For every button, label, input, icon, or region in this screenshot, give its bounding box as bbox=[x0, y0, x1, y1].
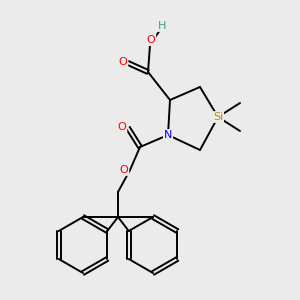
Text: N: N bbox=[164, 130, 172, 140]
Text: O: O bbox=[120, 165, 128, 175]
Text: H: H bbox=[158, 21, 166, 31]
Text: O: O bbox=[118, 122, 126, 132]
Text: O: O bbox=[147, 35, 155, 45]
Text: O: O bbox=[118, 57, 127, 67]
Text: Si: Si bbox=[213, 112, 223, 122]
